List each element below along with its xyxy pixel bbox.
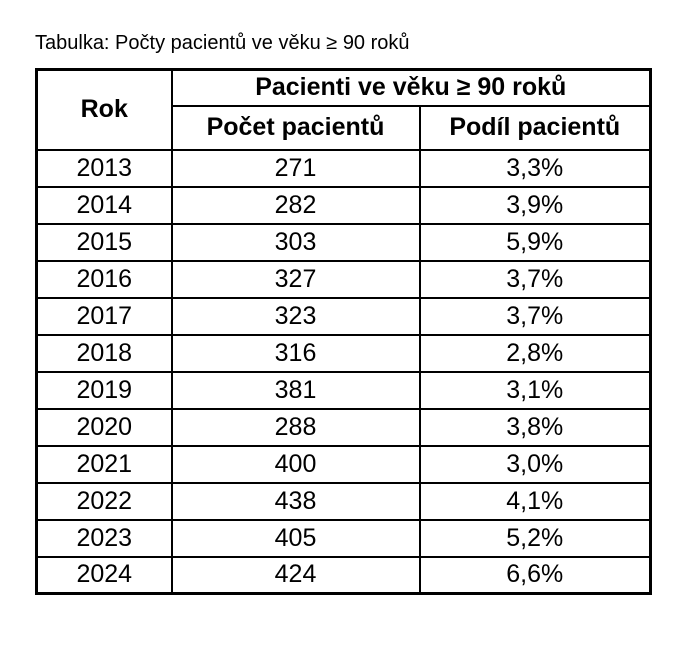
cell-count: 327 (170, 259, 421, 299)
cell-share: 3,3% (418, 148, 652, 188)
header-row-sub: Počet pacientů Podíl pacientů (37, 104, 652, 151)
cell-year: 2022 (35, 481, 173, 521)
document-page: Tabulka: Počty pacientů ve věku ≥ 90 rok… (35, 32, 653, 595)
header-cell-year: Rok (35, 68, 173, 151)
table-row: 2021 400 3,0% (35, 444, 652, 484)
table-row: 2018 316 2,8% (35, 333, 652, 373)
cell-share: 3,9% (418, 185, 652, 225)
cell-share: 3,0% (418, 444, 652, 484)
cell-count: 400 (170, 444, 421, 484)
cell-year: 2014 (35, 185, 173, 225)
header-cell-count: Počet pacientů (170, 104, 421, 151)
cell-year: 2016 (35, 259, 173, 299)
cell-year: 2024 (35, 555, 173, 595)
cell-count: 303 (170, 222, 421, 262)
table-row: 2014 282 3,9% (35, 185, 652, 225)
table-caption: Tabulka: Počty pacientů ve věku ≥ 90 rok… (35, 32, 410, 54)
cell-share: 4,1% (418, 481, 652, 521)
cell-count: 288 (170, 407, 421, 447)
table-body: 2013 271 3,3% 2014 282 3,9% 2015 303 5,9… (35, 148, 652, 595)
table-row: 2015 303 5,9% (35, 222, 652, 262)
cell-share: 5,9% (418, 222, 652, 262)
cell-year: 2015 (35, 222, 173, 262)
table-row: 2017 323 3,7% (35, 296, 652, 336)
cell-share: 5,2% (418, 518, 652, 558)
table-header: Rok Pacienti ve věku ≥ 90 roků Počet pac… (35, 68, 652, 151)
cell-share: 2,8% (418, 333, 652, 373)
cell-year: 2020 (35, 407, 173, 447)
cell-year: 2017 (35, 296, 173, 336)
header-cell-group: Pacienti ve věku ≥ 90 roků (170, 68, 652, 107)
table-row: 2022 438 4,1% (35, 481, 652, 521)
cell-share: 3,7% (418, 259, 652, 299)
table-row: 2024 424 6,6% (35, 555, 652, 595)
patients-table: Rok Pacienti ve věku ≥ 90 roků Počet pac… (35, 68, 653, 595)
cell-share: 3,7% (418, 296, 652, 336)
cell-year: 2021 (35, 444, 173, 484)
cell-count: 271 (170, 148, 421, 188)
cell-count: 316 (170, 333, 421, 373)
table-row: 2019 381 3,1% (35, 370, 652, 410)
cell-share: 6,6% (418, 555, 652, 595)
cell-share: 3,8% (418, 407, 652, 447)
cell-year: 2018 (35, 333, 173, 373)
header-row-group: Rok Pacienti ve věku ≥ 90 roků (35, 68, 652, 151)
header-cell-share: Podíl pacientů (418, 104, 652, 151)
cell-count: 381 (170, 370, 421, 410)
cell-count: 282 (170, 185, 421, 225)
cell-year: 2019 (35, 370, 173, 410)
table-row: 2013 271 3,3% (35, 148, 652, 188)
cell-share: 3,1% (418, 370, 652, 410)
cell-count: 438 (170, 481, 421, 521)
table-row: 2023 405 5,2% (35, 518, 652, 558)
cell-year: 2013 (35, 148, 173, 188)
cell-count: 405 (170, 518, 421, 558)
table-row: 2016 327 3,7% (35, 259, 652, 299)
table-row: 2020 288 3,8% (35, 407, 652, 447)
cell-count: 424 (170, 555, 421, 595)
cell-year: 2023 (35, 518, 173, 558)
cell-count: 323 (170, 296, 421, 336)
